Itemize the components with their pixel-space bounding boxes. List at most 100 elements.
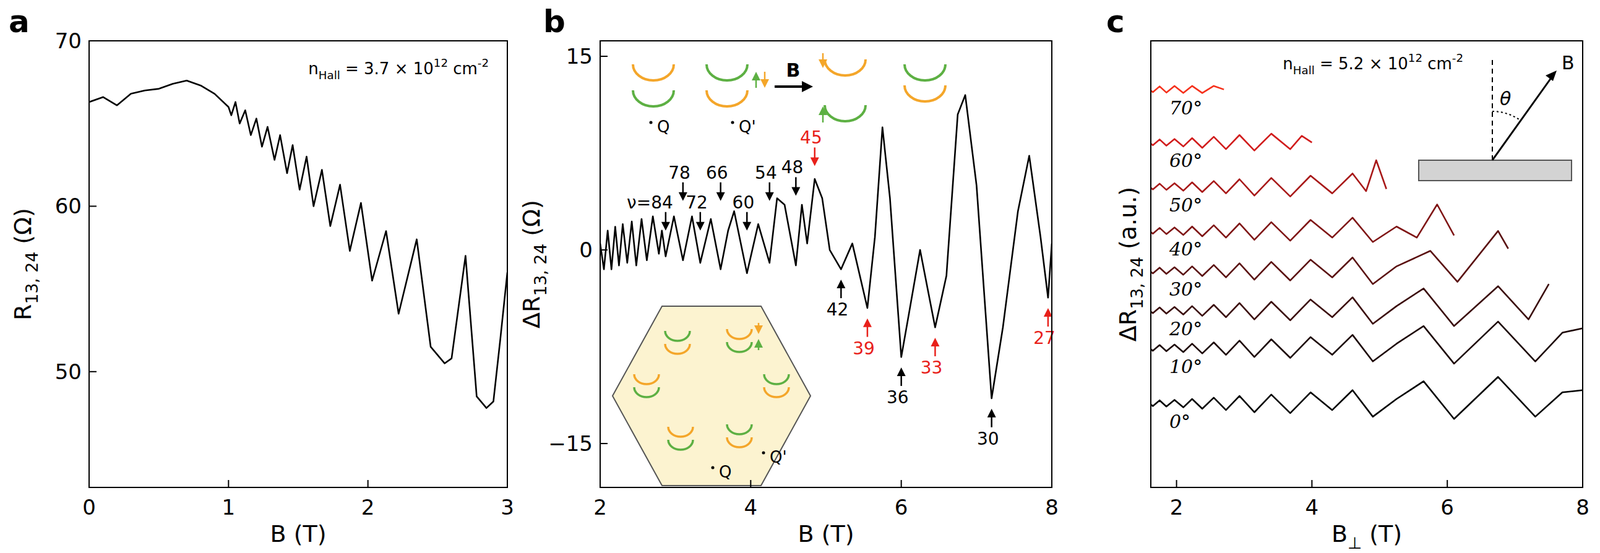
- tick-mark: [1446, 480, 1448, 488]
- annotation-arrow: [696, 212, 705, 231]
- series-label: 20°: [1168, 318, 1203, 340]
- sample: [1418, 160, 1572, 181]
- text-part: cm: [447, 59, 478, 78]
- text-part: -2: [1452, 51, 1464, 65]
- annotation-arrow: [661, 212, 671, 231]
- band-sketch: [764, 374, 789, 385]
- arrow-head: [930, 337, 940, 347]
- arrow-head: [716, 192, 726, 202]
- band-sketch: [904, 85, 946, 102]
- panel-letter: b: [543, 3, 566, 40]
- arrow-head: [810, 157, 820, 166]
- text-part: (Ω): [9, 207, 37, 252]
- inset-label: B: [786, 59, 801, 82]
- tick-mark: [599, 480, 601, 488]
- text-part: Hall: [1293, 63, 1315, 77]
- annotation-label: 72: [685, 192, 708, 213]
- band-sketch: [904, 64, 946, 81]
- tick-mark: [749, 480, 752, 488]
- tick-label: −15: [548, 431, 593, 456]
- tick-label: 70: [55, 28, 82, 54]
- text-part: 13, 24: [530, 243, 551, 297]
- tick-mark: [600, 443, 608, 445]
- arrow-head: [696, 222, 705, 231]
- tick-mark: [900, 480, 903, 488]
- annotation: nHall = 3.7 × 1012 cm-2: [308, 56, 489, 82]
- axes-frame: [1150, 40, 1583, 488]
- band-sketch: [634, 387, 659, 398]
- tick-label: 2: [1169, 494, 1184, 520]
- data-line: [1150, 133, 1312, 151]
- arrow-head: [754, 339, 763, 348]
- arrow-head: [863, 318, 872, 328]
- tick-mark: [227, 480, 229, 488]
- field-arrow: [774, 85, 804, 88]
- band-sketch: [726, 342, 752, 353]
- arrow-head: [760, 79, 770, 88]
- x-axis-title: B⊥ (T): [1331, 520, 1403, 553]
- field-arrow: [1492, 77, 1552, 161]
- band-sketch: [706, 64, 748, 81]
- tick-label: 50: [55, 359, 82, 385]
- annotation-label: 78: [668, 162, 691, 184]
- tick-label: 8: [1575, 494, 1590, 520]
- annotation-arrow: [791, 176, 800, 196]
- arrow-head: [661, 222, 671, 231]
- field-arrow-head: [801, 81, 813, 93]
- tick-label: 6: [894, 494, 909, 520]
- text-part: n: [308, 59, 319, 78]
- arrow-head: [897, 367, 906, 377]
- data-line: [1150, 376, 1583, 419]
- point-dot: [762, 451, 766, 455]
- annotation-label: 66: [705, 162, 729, 184]
- arrow-head: [742, 222, 752, 231]
- annotation-arrow: [765, 182, 775, 202]
- tick-mark: [600, 249, 608, 251]
- band-sketch: [668, 426, 693, 437]
- y-axis-title: ΔR13, 24 (Ω): [517, 199, 551, 329]
- band-sketch: [665, 331, 690, 341]
- tick-mark: [89, 371, 97, 373]
- arrow-head: [1043, 308, 1052, 317]
- annotation-label: 48: [781, 157, 804, 178]
- series-label: 40°: [1168, 238, 1203, 260]
- tick-label: 4: [1305, 494, 1320, 520]
- tick-mark: [600, 55, 608, 57]
- band-sketch: [665, 344, 690, 354]
- text-part: ⊥: [1347, 533, 1362, 553]
- tick-mark: [1582, 480, 1584, 488]
- tick-mark: [89, 40, 97, 42]
- inset-label: Q': [769, 447, 788, 467]
- point-dot: [711, 466, 715, 470]
- data-line: [1150, 283, 1549, 327]
- annotation-label: 60: [732, 192, 755, 213]
- arrow-head: [836, 279, 846, 289]
- band-sketch: [668, 439, 693, 450]
- arrow-head: [751, 71, 761, 81]
- band-sketch: [726, 437, 752, 448]
- annotation-arrow: [897, 367, 906, 387]
- text-part: B (T): [269, 520, 327, 548]
- tick-label: 1: [222, 494, 236, 520]
- band-sketch: [706, 90, 748, 107]
- annotation-arrow: [930, 337, 940, 357]
- text-part: = 5.2 × 10: [1314, 54, 1409, 74]
- tick-mark: [1311, 480, 1313, 488]
- tick-label: 0: [579, 237, 593, 263]
- annotation-label: 30: [976, 428, 1000, 450]
- text-part: ΔR: [517, 295, 546, 328]
- annotation-arrow: [863, 318, 872, 338]
- band-sketch: [764, 387, 789, 398]
- data-line: [1150, 321, 1583, 364]
- annotation-label: ν=84: [626, 192, 674, 213]
- plot-area: [1150, 86, 1583, 419]
- tick-label: 15: [566, 43, 593, 69]
- panel: cθB0°10°20°30°40°50°60°70°nHall = 5.2 × …: [1106, 3, 1590, 553]
- inset-label: Q': [738, 117, 757, 137]
- annotation-arrow: [836, 279, 846, 299]
- data-line: [1150, 230, 1509, 284]
- annotation-arrow: [742, 212, 752, 231]
- tick-label: 60: [55, 193, 82, 219]
- text-part: (T): [1361, 520, 1403, 548]
- panel: bQQ'BQ'Qν=847872666054484542393633302724…: [517, 3, 1059, 548]
